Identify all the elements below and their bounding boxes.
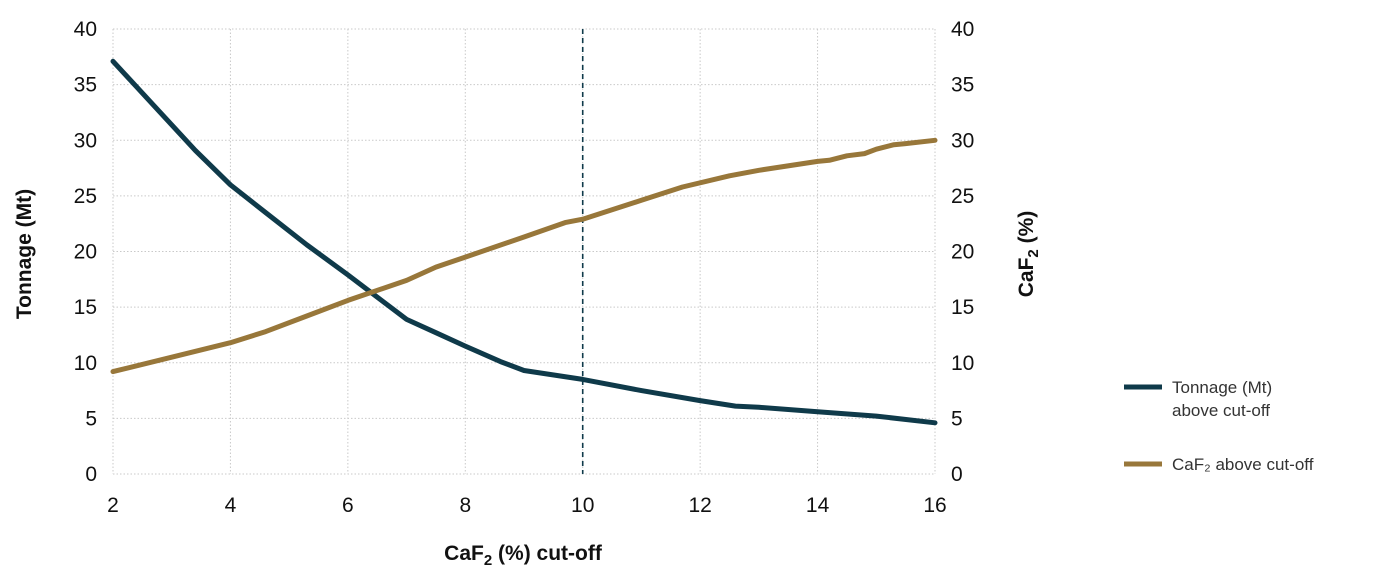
y-tick-label-left: 20	[74, 241, 97, 264]
series-line-tonnage	[110, 58, 938, 426]
y-tick-label-left: 10	[74, 352, 97, 375]
legend-label-caf2: CaF₂ above cut-off	[1172, 455, 1314, 474]
x-tick-label: 16	[923, 494, 946, 517]
x-tick-label: 8	[459, 494, 471, 517]
y-tick-label-right: 40	[951, 18, 974, 41]
series-lines	[110, 58, 938, 426]
x-tick-label: 6	[342, 494, 354, 517]
y-tick-label-right: 5	[951, 407, 963, 430]
y-tick-label-right: 20	[951, 241, 974, 264]
y-tick-label-left: 35	[74, 74, 97, 97]
x-axis-title: CaF2 (%) cut-off	[444, 542, 603, 569]
y-tick-label-right: 35	[951, 74, 974, 97]
y-axis-title-left: Tonnage (Mt)	[13, 189, 36, 319]
y-tick-label-left: 25	[74, 185, 97, 208]
y-tick-label-right: 0	[951, 463, 963, 486]
x-tick-label: 4	[225, 494, 237, 517]
y-axis-title-right: CaF2 (%)	[1015, 211, 1042, 298]
y-tick-label-left: 30	[74, 129, 97, 152]
series-line-caf2	[110, 137, 938, 375]
y-tick-label-right: 25	[951, 185, 974, 208]
tick-labels: 0 0 5 5 10 10 15 15 20 20 25 25 30 30 35 35 40 40 2 4 6 8 10 12…	[74, 18, 975, 517]
y-tick-label-left: 0	[85, 463, 97, 486]
y-tick-label-left: 15	[74, 296, 97, 319]
y-tick-label-right: 15	[951, 296, 974, 319]
legend: Tonnage (Mt) above cut-off CaF₂ above cut-…	[1124, 378, 1314, 474]
legend-label-tonnage: above cut-off	[1172, 401, 1270, 420]
x-tick-label: 10	[571, 494, 594, 517]
x-tick-label: 12	[688, 494, 711, 517]
x-tick-label: 2	[107, 494, 119, 517]
y-tick-label-left: 40	[74, 18, 97, 41]
y-tick-label-right: 30	[951, 129, 974, 152]
y-tick-label-left: 5	[85, 407, 97, 430]
gridlines	[112, 28, 936, 475]
x-tick-label: 14	[806, 494, 830, 517]
legend-label-tonnage: Tonnage (Mt)	[1172, 378, 1272, 397]
y-tick-label-right: 10	[951, 352, 974, 375]
